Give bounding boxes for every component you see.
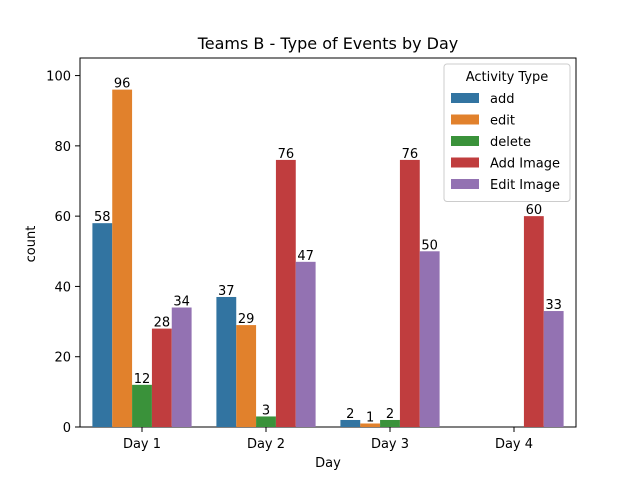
data-label: 33 [545,298,562,313]
data-label: 76 [278,147,295,162]
data-label: 2 [346,407,354,422]
bar [399,159,420,427]
bar [360,423,381,427]
bar [256,416,276,427]
data-label: 37 [218,284,235,299]
legend-title: Activity Type [466,70,549,85]
data-label: 34 [173,295,190,310]
legend: Activity Type add edit delete Add Image Edit … [443,63,571,202]
plot-frame [79,57,577,428]
y-tick-label: 20 [54,351,71,366]
legend-entry: edit [490,114,515,129]
bar [380,419,400,427]
data-label: 58 [94,210,111,225]
y-tick-label: 100 [46,70,71,85]
x-axis-label: Day [315,456,341,471]
bar [295,261,316,427]
plot-area [79,57,577,428]
bar [151,328,172,427]
data-label: 50 [421,238,438,253]
y-tick-label: 80 [54,140,71,155]
x-tick-label: Day 3 [371,437,409,452]
data-label: 76 [402,147,419,162]
legend-swatch [451,157,479,168]
legend-swatch [451,93,479,103]
legend-swatch [451,136,479,146]
legend-entry: Add Image [490,157,560,172]
bar [112,89,133,427]
bar [340,419,361,427]
x-axis: Day 1 Day 2 Day 3 Day 4 [123,427,533,452]
data-label: 28 [154,316,171,331]
y-axis-label: count [24,226,39,263]
bar [275,159,296,427]
data-label: 29 [238,312,255,327]
bar [171,307,192,427]
bar [543,311,564,427]
data-label: 60 [526,203,543,218]
bar [132,384,152,427]
x-tick-label: Day 2 [247,437,285,452]
y-tick-label: 0 [63,421,71,436]
legend-entry: Edit Image [490,178,560,193]
data-label: 3 [262,403,270,418]
data-label: 12 [134,372,151,387]
x-tick-label: Day 4 [495,437,533,452]
data-label: 1 [366,410,374,425]
data-label: 96 [114,77,131,92]
bar [523,216,544,427]
data-label: 2 [386,407,394,422]
bar [419,251,440,427]
y-tick-label: 40 [54,280,71,295]
legend-swatch [451,114,479,125]
bar [236,325,257,427]
legend-entry: delete [490,135,531,150]
y-axis: 0 20 40 60 80 100 [46,70,80,436]
data-label: 47 [297,249,314,264]
x-tick-label: Day 1 [123,437,161,452]
legend-swatch [451,179,479,189]
bars-group [92,89,564,427]
bar [92,223,113,427]
bar [216,296,237,427]
chart-title: Teams B - Type of Events by Day [197,34,459,53]
legend-entry: add [490,92,514,107]
y-tick-label: 60 [54,210,71,225]
